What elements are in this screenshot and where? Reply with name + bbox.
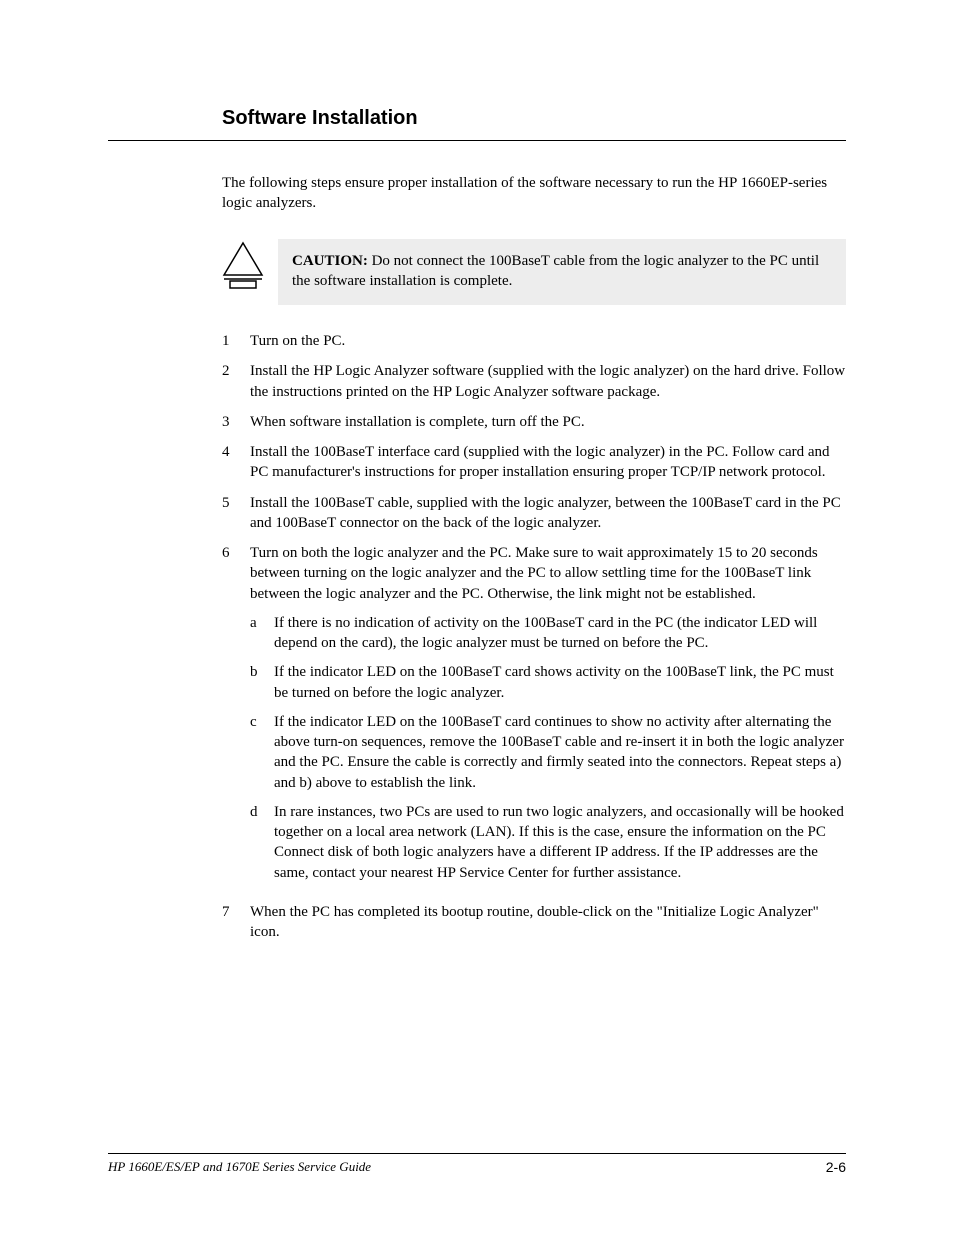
substep: bIf the indicator LED on the 100BaseT ca…	[250, 662, 846, 703]
caution-label: CAUTION:	[292, 253, 368, 269]
substep: dIn rare instances, two PCs are used to …	[250, 802, 846, 883]
caution-icon	[222, 239, 270, 294]
footer-left: HP 1660E/ES/EP and 1670E Series Service …	[108, 1159, 371, 1175]
step: 5Install the 100BaseT cable, supplied wi…	[222, 493, 846, 534]
substep-group: aIf there is no indication of activity o…	[250, 613, 846, 883]
step: 1Turn on the PC.	[222, 331, 846, 351]
step-number: 3	[222, 412, 250, 432]
caution-block: CAUTION: Do not connect the 100BaseT cab…	[222, 239, 846, 306]
intro-text: The following steps ensure proper instal…	[222, 173, 846, 214]
caution-body: Do not connect the 100BaseT cable from t…	[292, 253, 819, 289]
substep-letter: b	[250, 662, 274, 703]
section-title: Software Installation	[222, 107, 846, 130]
page-footer: HP 1660E/ES/EP and 1670E Series Service …	[108, 1153, 846, 1175]
step-text: Turn on both the logic analyzer and the …	[250, 543, 846, 892]
step-text: Install the HP Logic Analyzer software (…	[250, 361, 846, 402]
top-rule	[108, 140, 846, 141]
step-number: 7	[222, 902, 250, 943]
step: 4Install the 100BaseT interface card (su…	[222, 442, 846, 483]
step-text: Install the 100BaseT cable, supplied wit…	[250, 493, 846, 534]
step-text: When the PC has completed its bootup rou…	[250, 902, 846, 943]
step-number: 2	[222, 361, 250, 402]
step-number: 6	[222, 543, 250, 892]
substep-text: In rare instances, two PCs are used to r…	[274, 802, 846, 883]
substep: cIf the indicator LED on the 100BaseT ca…	[250, 712, 846, 793]
caution-text: CAUTION: Do not connect the 100BaseT cab…	[278, 239, 846, 306]
substep: aIf there is no indication of activity o…	[250, 613, 846, 654]
step-number: 5	[222, 493, 250, 534]
substep-letter: d	[250, 802, 274, 883]
substep-letter: a	[250, 613, 274, 654]
page-container: Software Installation The following step…	[0, 0, 954, 1235]
step-text: When software installation is complete, …	[250, 412, 846, 432]
substep-text: If the indicator LED on the 100BaseT car…	[274, 712, 846, 793]
page-number: 2-6	[826, 1159, 846, 1175]
step-number: 4	[222, 442, 250, 483]
substep-letter: c	[250, 712, 274, 793]
step: 6Turn on both the logic analyzer and the…	[222, 543, 846, 892]
instruction-list: 1Turn on the PC.2Install the HP Logic An…	[222, 331, 846, 942]
step: 3When software installation is complete,…	[222, 412, 846, 432]
step-text: Install the 100BaseT interface card (sup…	[250, 442, 846, 483]
step: 2Install the HP Logic Analyzer software …	[222, 361, 846, 402]
step: 7When the PC has completed its bootup ro…	[222, 902, 846, 943]
substep-text: If there is no indication of activity on…	[274, 613, 846, 654]
step-text: Turn on the PC.	[250, 331, 846, 351]
substep-text: If the indicator LED on the 100BaseT car…	[274, 662, 846, 703]
bottom-rule	[108, 1153, 846, 1154]
step-number: 1	[222, 331, 250, 351]
